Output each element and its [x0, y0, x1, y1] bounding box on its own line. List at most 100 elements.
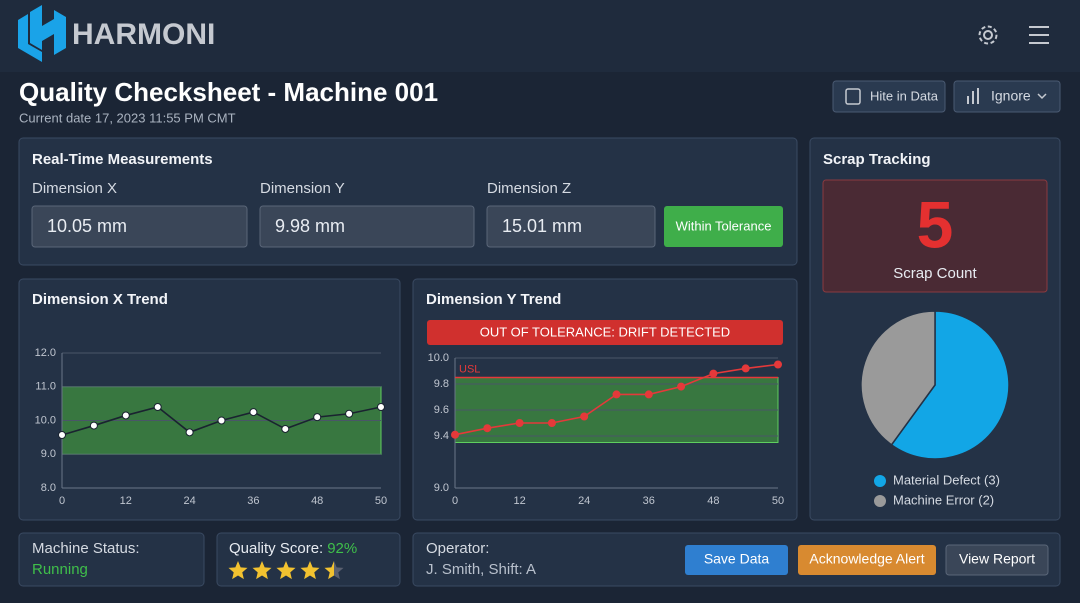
- data-point: [612, 390, 621, 399]
- data-point: [281, 424, 290, 433]
- button-label: Ignore: [991, 88, 1031, 104]
- alert-banner: [427, 320, 783, 345]
- chart-icon: [967, 88, 979, 104]
- field-label: Dimension Z: [487, 180, 571, 197]
- data-point: [580, 412, 589, 421]
- button-label: View Report: [959, 551, 1035, 567]
- field-label: Dimension Y: [260, 180, 345, 197]
- pie-slice: [890, 310, 1010, 460]
- x-tick-label: 48: [311, 495, 323, 507]
- limit-label: USL: [459, 363, 480, 375]
- chevron: [1037, 93, 1047, 100]
- operator-value: J. Smith, Shift: A: [426, 561, 536, 578]
- x-tick-label: 50: [772, 495, 784, 507]
- button-label: Save Data: [704, 551, 770, 567]
- y-tick-label: 10.0: [35, 414, 56, 426]
- field-value: 15.01 mm: [502, 216, 582, 236]
- data-point: [89, 421, 98, 430]
- header-bar: [0, 0, 1080, 72]
- field-box: [31, 205, 248, 248]
- status-label: Machine Status:: [32, 540, 140, 557]
- data-point: [451, 430, 459, 439]
- data-point: [249, 408, 258, 417]
- field-label: Dimension X: [32, 180, 117, 197]
- menu-icon[interactable]: [1029, 26, 1049, 44]
- data-point: [217, 416, 226, 425]
- save-button[interactable]: [832, 80, 946, 113]
- y-tick-label: 9.0: [41, 448, 56, 460]
- scrap-count: 5: [917, 187, 954, 261]
- data-point: [515, 419, 524, 427]
- quality-label: Quality Score:: [229, 540, 323, 557]
- alert-text: OUT OF TOLERANCE: DRIFT DETECTED: [480, 324, 730, 339]
- rating-star: [300, 561, 320, 580]
- x-tick-label: 36: [643, 495, 655, 507]
- legend-label: Machine Error (2): [893, 492, 994, 507]
- rating-star: [228, 561, 248, 580]
- data-point: [709, 369, 718, 378]
- button-label: Hite in Data: [870, 88, 939, 103]
- data-point: [121, 411, 130, 420]
- scrap-label: Scrap Count: [893, 265, 977, 282]
- y-tick-label: 9.4: [434, 430, 449, 442]
- page-subtitle: Current date 17, 2023 11:55 PM CMT: [19, 110, 236, 125]
- x-tick-label: 24: [183, 495, 195, 507]
- data-point: [483, 424, 492, 433]
- legend-label: Material Defect (3): [893, 472, 1000, 487]
- brand: HARMONI: [72, 18, 215, 51]
- field-value: 10.05 mm: [47, 216, 127, 236]
- x-tick-label: 0: [452, 495, 458, 507]
- x-tick-label: 36: [247, 495, 259, 507]
- rating-star: [252, 561, 272, 580]
- rating-star: [324, 561, 344, 580]
- data-point: [185, 428, 194, 437]
- panel-title: Scrap Tracking: [823, 151, 931, 168]
- x-tick-label: 12: [120, 495, 132, 507]
- x-tick-label: 12: [513, 495, 525, 507]
- ignore-button[interactable]: [953, 80, 1061, 113]
- field-box: [259, 205, 475, 248]
- save-icon: [845, 88, 861, 105]
- y-tick-label: 10.0: [428, 352, 449, 364]
- data-point: [377, 403, 385, 411]
- y-tick-label: 11.0: [35, 381, 56, 393]
- field-box: [486, 205, 656, 248]
- data-point: [644, 390, 653, 399]
- x-tick-label: 24: [578, 495, 590, 507]
- y-tick-label: 9.6: [434, 404, 449, 416]
- status-panel: [18, 532, 205, 587]
- x-tick-label: 48: [707, 495, 719, 507]
- y-tick-label: 9.0: [434, 482, 449, 494]
- data-point: [547, 419, 556, 427]
- pie-slice: [860, 310, 936, 446]
- legend-swatch: [874, 475, 886, 487]
- rating-star: [276, 561, 296, 580]
- y-tick-label: 8.0: [41, 482, 56, 494]
- data-point: [153, 403, 162, 411]
- settings-icon[interactable]: [978, 25, 998, 45]
- data-point: [774, 360, 782, 369]
- y-tick-label: 9.8: [434, 378, 449, 390]
- view-report-button[interactable]: [945, 544, 1049, 576]
- legend-swatch: [874, 495, 886, 507]
- logo: [18, 5, 66, 62]
- panel-title: Real-Time Measurements: [32, 151, 213, 168]
- page-title: Quality Checksheet - Machine 001: [19, 77, 438, 107]
- y-tick-label: 12.0: [35, 347, 56, 359]
- status-value: Running: [32, 561, 88, 578]
- field-value: 9.98 mm: [275, 216, 345, 236]
- operator-label: Operator:: [426, 540, 489, 557]
- data-point: [313, 413, 322, 422]
- acknowledge-button[interactable]: [798, 545, 936, 575]
- data-point: [677, 382, 686, 391]
- x-tick-label: 0: [59, 495, 65, 507]
- data-point: [741, 364, 750, 373]
- x-tick-label: 50: [375, 495, 387, 507]
- status-text: Within Tolerance: [676, 218, 772, 233]
- save-data-button[interactable]: [685, 545, 788, 575]
- quality-value: 92%: [327, 540, 357, 557]
- status-badge: [664, 206, 783, 247]
- quality: Quality Score: 92%: [229, 540, 357, 557]
